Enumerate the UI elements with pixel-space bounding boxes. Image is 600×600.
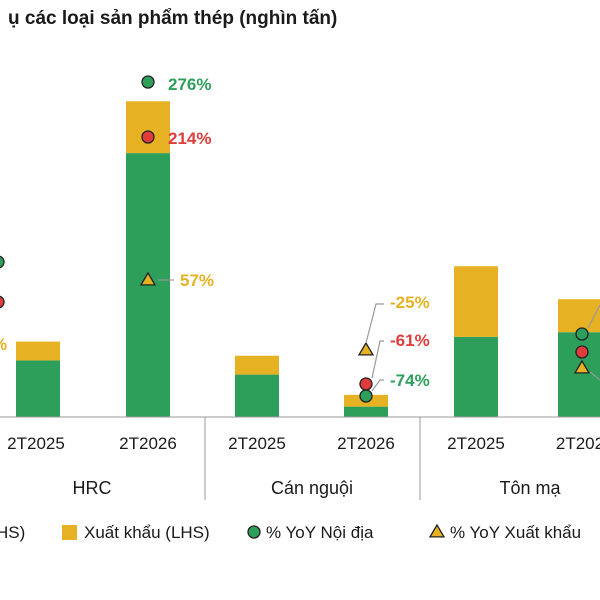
legend-label-domestic: HS) [0, 523, 25, 542]
yoy-circle-marker [141, 75, 155, 89]
yoy-triangle-marker [139, 271, 157, 286]
bar-domestic [235, 374, 279, 417]
x-tick-label: 2T2025 [447, 434, 505, 453]
annotation-label: 276% [168, 75, 211, 94]
leader-line [587, 304, 600, 329]
group-label: Tôn mạ [499, 478, 561, 498]
leader-line [371, 340, 384, 379]
yoy-circle-marker [575, 345, 589, 359]
yoy-triangle-marker [573, 359, 591, 374]
bar-export [454, 266, 498, 337]
annotations: 276% 214% 57%% -25% -61% -74% [0, 75, 600, 403]
annotation-label: 57% [180, 271, 214, 290]
legend-swatch-export [62, 525, 77, 540]
yoy-circle-marker [0, 255, 5, 269]
yoy-circle-marker [575, 327, 589, 341]
chart-title: ụ các loại sản phẩm thép (nghìn tấn) [8, 8, 337, 29]
x-axis: 2T2025 2T2026 HRC 2T2025 2T2026 Cán nguội 2T20… [0, 416, 600, 500]
annotation-label: -74% [390, 371, 430, 390]
annotation-label: % [0, 335, 7, 354]
leader-line [365, 303, 384, 344]
legend-label-yoy-export: % YoY Xuất khẩu [450, 523, 581, 542]
leader-line [371, 379, 384, 392]
leader-line [589, 371, 600, 381]
bar-domestic [344, 406, 388, 417]
annotation-label: -25% [390, 293, 430, 312]
yoy-circle-marker [141, 130, 155, 144]
bar-domestic [454, 336, 498, 417]
yoy-circle-marker [247, 525, 261, 539]
legend-label-yoy-domestic: % YoY Nội địa [266, 523, 374, 542]
x-tick-label: 2T2026 [119, 434, 177, 453]
bar-export [16, 341, 60, 361]
group-label: HRC [73, 478, 112, 498]
group-label: Cán nguội [271, 478, 353, 498]
x-tick-label: 2T2026 [337, 434, 395, 453]
x-tick-label: 2T202 [556, 434, 600, 453]
annotation-label: 214% [168, 129, 211, 148]
yoy-circle-marker [359, 377, 373, 391]
yoy-triangle-marker [357, 341, 375, 356]
bar-domestic [16, 360, 60, 417]
annotation-label: -61% [390, 331, 430, 350]
yoy-triangle-marker [428, 523, 446, 538]
bar-export [126, 101, 170, 154]
bar-export [235, 355, 279, 375]
yoy-circle-marker [0, 295, 5, 309]
x-tick-label: 2T2025 [228, 434, 286, 453]
legend-label-export: Xuất khẩu (LHS) [84, 523, 210, 542]
bar-export [558, 299, 600, 333]
legend: HS) Xuất khẩu (LHS) % YoY Nội địa % YoY Xuấ… [0, 523, 581, 542]
x-tick-label: 2T2025 [7, 434, 65, 453]
yoy-circle-marker [359, 389, 373, 403]
plot-area [16, 101, 600, 417]
